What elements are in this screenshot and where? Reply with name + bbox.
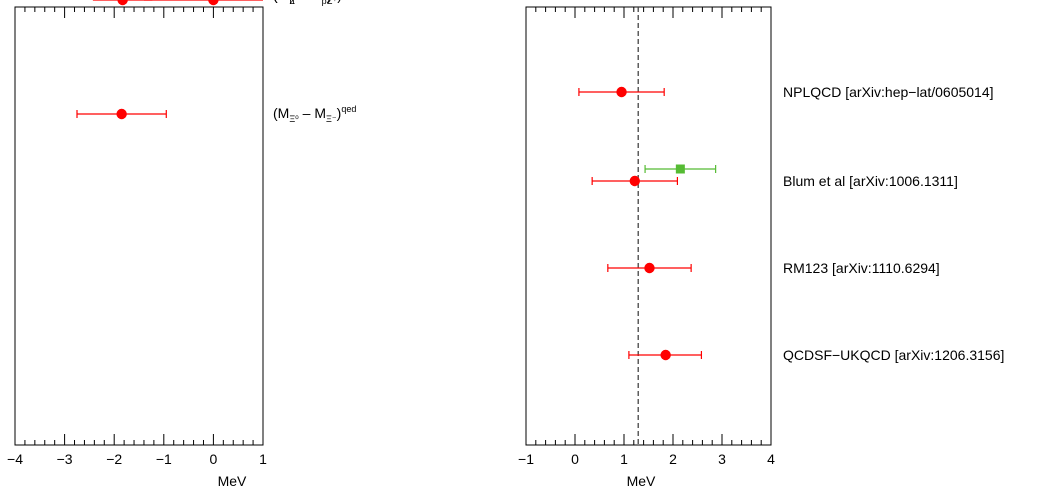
row-label: RM123 [arXiv:1110.6294] <box>783 260 940 276</box>
left-ticks <box>14 7 264 445</box>
circle-marker <box>629 175 640 187</box>
circle-marker <box>208 0 219 6</box>
x-tick-label: 0 <box>210 451 218 467</box>
right-plot-frame <box>525 6 772 446</box>
left-plot-frame <box>14 6 264 446</box>
label-subscript: p <box>322 0 327 6</box>
data-point <box>607 262 692 274</box>
x-tick-label: 4 <box>767 451 775 467</box>
x-tick-label: 2 <box>669 451 677 467</box>
x-tick-label: −1 <box>518 451 534 467</box>
label-subscript: Ξ⁰ <box>289 114 299 124</box>
right-panel: −1 0 1 2 3 4 NPLQCD [arXiv:hep−lat/0605014] Bl… <box>518 6 1004 489</box>
left-xlabel: MeV <box>218 473 247 489</box>
x-tick-label: 1 <box>620 451 628 467</box>
data-point <box>628 349 703 361</box>
circle-marker <box>117 0 128 6</box>
x-tick-label: 0 <box>571 451 579 467</box>
x-tick-label: 3 <box>718 451 726 467</box>
left-data-marks <box>76 0 263 120</box>
circle-marker <box>644 262 655 274</box>
row-label: QCDSF−UKQCD [arXiv:1206.3156] <box>783 347 1004 363</box>
left-tick-labels: −4 −3 −2 −1 0 1 <box>7 451 267 467</box>
label-text: – M <box>300 0 327 3</box>
label-superscript: qed <box>341 104 356 114</box>
row-label: NPLQCD [arXiv:hep−lat/0605014] <box>783 84 994 100</box>
circle-marker <box>616 86 627 98</box>
x-tick-label: −3 <box>57 451 73 467</box>
circle-marker <box>116 108 127 120</box>
data-point <box>143 0 263 6</box>
square-marker <box>675 164 685 174</box>
row-label: (MΣ⁻ – MΣ⁺)qed <box>273 0 357 6</box>
row-label: Blum et al [arXiv:1006.1311] <box>783 173 958 189</box>
label-subscript: Σ⁻ <box>289 0 300 6</box>
right-data-marks <box>578 86 717 361</box>
label-subscript: n <box>289 0 294 6</box>
label-text: (M <box>273 0 289 3</box>
left-panel: −4−3−2−101 (MΞ⁰ – MΞ⁻)qed(MΣ⁻ – MΣ⁺)qed(… <box>7 0 357 489</box>
label-text: ) <box>327 0 332 3</box>
data-point <box>76 108 167 120</box>
label-text: ) <box>337 105 342 121</box>
label-text: – M <box>299 105 326 121</box>
row-label: (Mn – Mp)qed <box>273 0 346 6</box>
circle-marker <box>660 349 671 361</box>
right-row-labels: NPLQCD [arXiv:hep−lat/0605014] Blum et al… <box>783 84 1004 363</box>
right-ticks <box>525 7 772 445</box>
data-point <box>591 175 679 187</box>
right-tick-labels: −1 0 1 2 3 4 <box>518 451 775 467</box>
x-tick-label: −1 <box>156 451 172 467</box>
data-point <box>644 164 717 174</box>
label-text: (M <box>273 105 289 121</box>
row-label: (MΞ⁰ – MΞ⁻)qed <box>273 104 356 124</box>
x-tick-label: −4 <box>7 451 23 467</box>
x-tick-label: −2 <box>106 451 122 467</box>
data-point <box>578 86 665 98</box>
label-text: – M <box>294 0 321 3</box>
right-xlabel: MeV <box>627 473 656 489</box>
x-tick-label: 1 <box>259 451 267 467</box>
label-text: ) <box>337 0 342 3</box>
left-row-labels: (MΞ⁰ – MΞ⁻)qed(MΣ⁻ – MΣ⁺)qed(Mn – Mp)qed <box>273 0 357 124</box>
label-subscript: Ξ⁻ <box>326 114 337 124</box>
label-text: (M <box>273 0 289 3</box>
data-point <box>92 0 153 6</box>
label-subscript: Σ⁺ <box>327 0 338 6</box>
